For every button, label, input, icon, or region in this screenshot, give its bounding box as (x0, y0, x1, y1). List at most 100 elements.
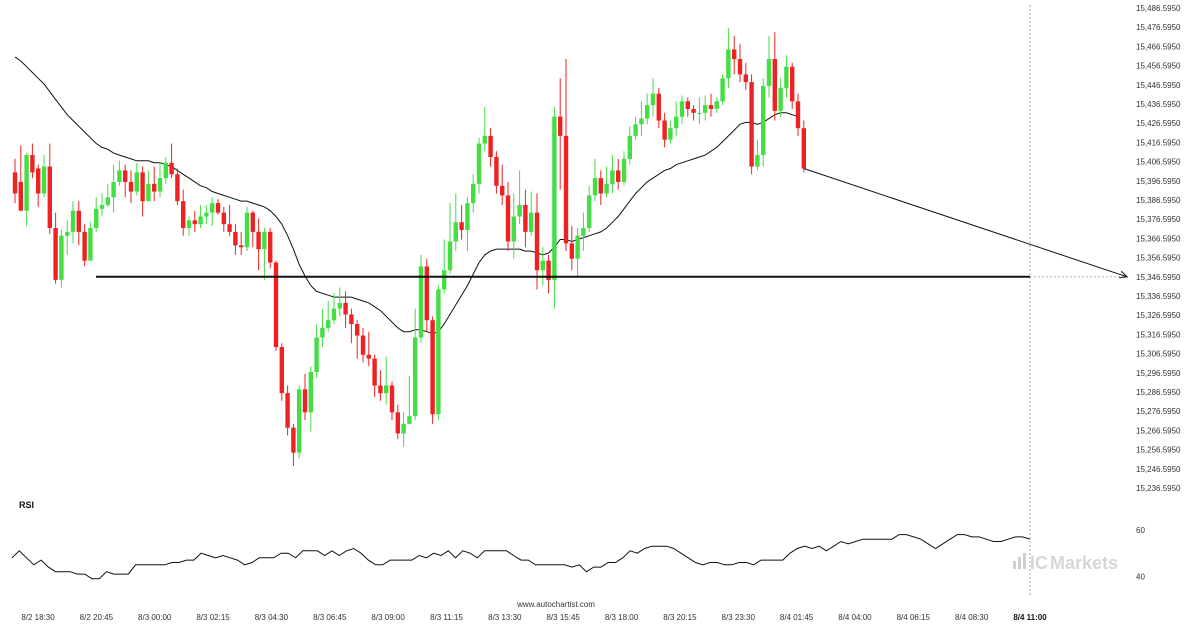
candle-body (395, 412, 400, 434)
candle (53, 212, 58, 284)
candle (418, 254, 424, 344)
candle-body (679, 101, 685, 117)
candle (621, 151, 627, 186)
candle-body (65, 231, 70, 236)
candle (331, 293, 337, 325)
y-tick-label: 15,336.5950 (1136, 292, 1181, 301)
candle (743, 62, 748, 90)
rsi-tick-label: 60 (1136, 526, 1145, 535)
candle (297, 385, 302, 459)
candle-body (256, 231, 261, 250)
y-tick-label: 15,256.5950 (1136, 446, 1181, 455)
candle-body (494, 156, 499, 186)
candle-body (140, 172, 145, 202)
candle-body (436, 289, 441, 415)
candle (494, 151, 499, 194)
candle (424, 258, 429, 332)
candle-body (500, 185, 505, 196)
candle-body (540, 260, 545, 271)
candle (256, 218, 261, 271)
candle (285, 385, 290, 436)
candle (703, 95, 708, 121)
candle (262, 228, 267, 280)
candle-body (418, 266, 424, 338)
y-tick-label: 15,396.5950 (1136, 177, 1181, 186)
x-tick-label: 8/2 20:45 (80, 613, 114, 622)
candle-body (314, 337, 319, 373)
projection-arrow-line (803, 168, 1128, 278)
candle-body (59, 235, 64, 280)
candle (152, 166, 157, 202)
candle (337, 287, 342, 317)
candle-body (749, 82, 754, 167)
candle-body (163, 162, 168, 179)
candle-body (621, 158, 627, 182)
candle-body (488, 135, 493, 157)
candle (65, 220, 70, 255)
candle-body (279, 347, 284, 394)
candle (401, 412, 406, 447)
candle-body (459, 222, 464, 230)
candle (395, 404, 400, 440)
candle-body (326, 320, 331, 328)
candle (123, 164, 128, 198)
candle (70, 201, 76, 244)
candle-body (88, 228, 93, 261)
projection-arrow-head (1118, 270, 1129, 279)
candle-body (465, 203, 470, 230)
candle (326, 300, 331, 332)
support-level-group (96, 168, 1129, 279)
candle-body (24, 155, 29, 211)
candle (691, 105, 696, 121)
candle (720, 74, 725, 106)
candle (529, 191, 534, 236)
candle-body (714, 101, 719, 109)
candle (430, 316, 435, 424)
candle-body (790, 66, 795, 102)
candle-body (349, 314, 354, 325)
candle-body (511, 216, 516, 242)
candle-body (761, 85, 766, 156)
candle (314, 324, 319, 378)
candle-body (482, 135, 487, 144)
candle (488, 128, 493, 167)
candle (598, 170, 603, 205)
y-tick-label: 15,296.5950 (1136, 369, 1181, 378)
candle (273, 260, 279, 351)
candle-body (360, 335, 366, 355)
candle-body (546, 260, 551, 280)
x-tick-label: 8/4 08:30 (955, 613, 989, 622)
candle-body (105, 197, 110, 205)
candle-body (413, 337, 418, 417)
y-tick-label: 15,286.5950 (1136, 388, 1181, 397)
candle (778, 78, 783, 117)
candle-body (708, 105, 714, 109)
candle (505, 181, 511, 252)
candle (308, 366, 313, 432)
candle-body (755, 155, 760, 167)
candle-body (662, 120, 667, 140)
candle (169, 143, 174, 179)
candle-body (471, 183, 476, 204)
candle (662, 112, 667, 148)
candle (372, 354, 377, 397)
candle (134, 162, 139, 196)
candle (523, 189, 528, 248)
candle (755, 139, 760, 171)
candle (500, 164, 505, 205)
y-tick-label: 15,346.5950 (1136, 273, 1181, 282)
candle (471, 174, 476, 213)
candle-body (697, 112, 702, 114)
candles-group (12, 28, 806, 467)
candle (146, 170, 151, 202)
candle (685, 97, 690, 117)
candle (552, 107, 557, 309)
candle-body (70, 210, 76, 232)
candle-body (320, 327, 325, 338)
candle-body (175, 174, 180, 202)
candle-body (239, 245, 244, 248)
candle (627, 126, 632, 165)
candle-body (598, 178, 603, 194)
bars-icon (1013, 553, 1026, 569)
